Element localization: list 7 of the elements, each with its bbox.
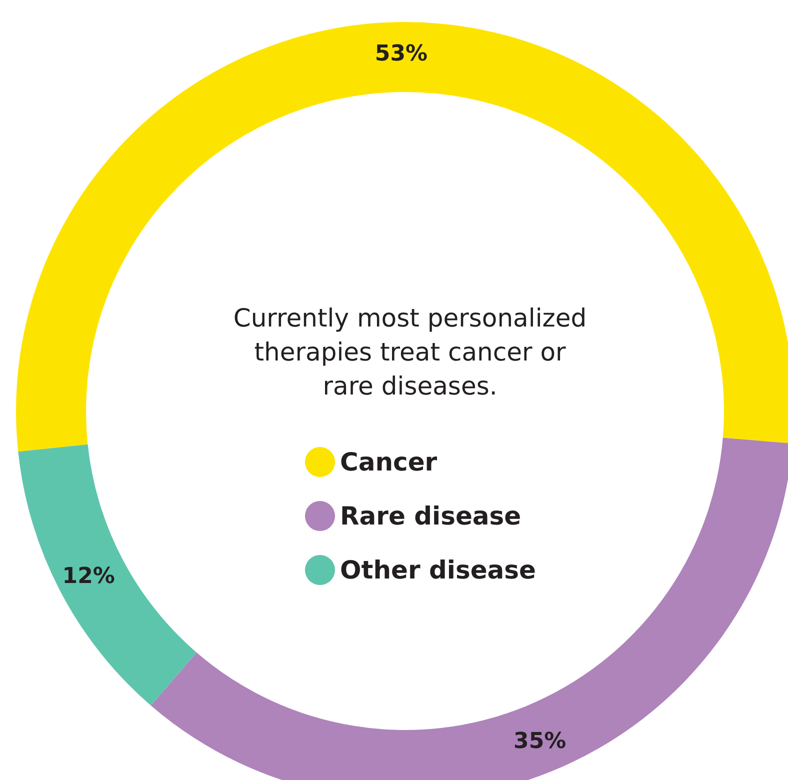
legend-label: Other disease <box>340 556 536 584</box>
data-label: 12% <box>62 564 115 589</box>
data-label: 35% <box>514 729 566 754</box>
legend-label: Cancer <box>340 448 438 476</box>
legend-label: Rare disease <box>340 502 522 530</box>
text: Currently most personalized therapies treat cancer or rare diseases. <box>233 304 587 400</box>
data-label: 53% <box>374 42 428 67</box>
